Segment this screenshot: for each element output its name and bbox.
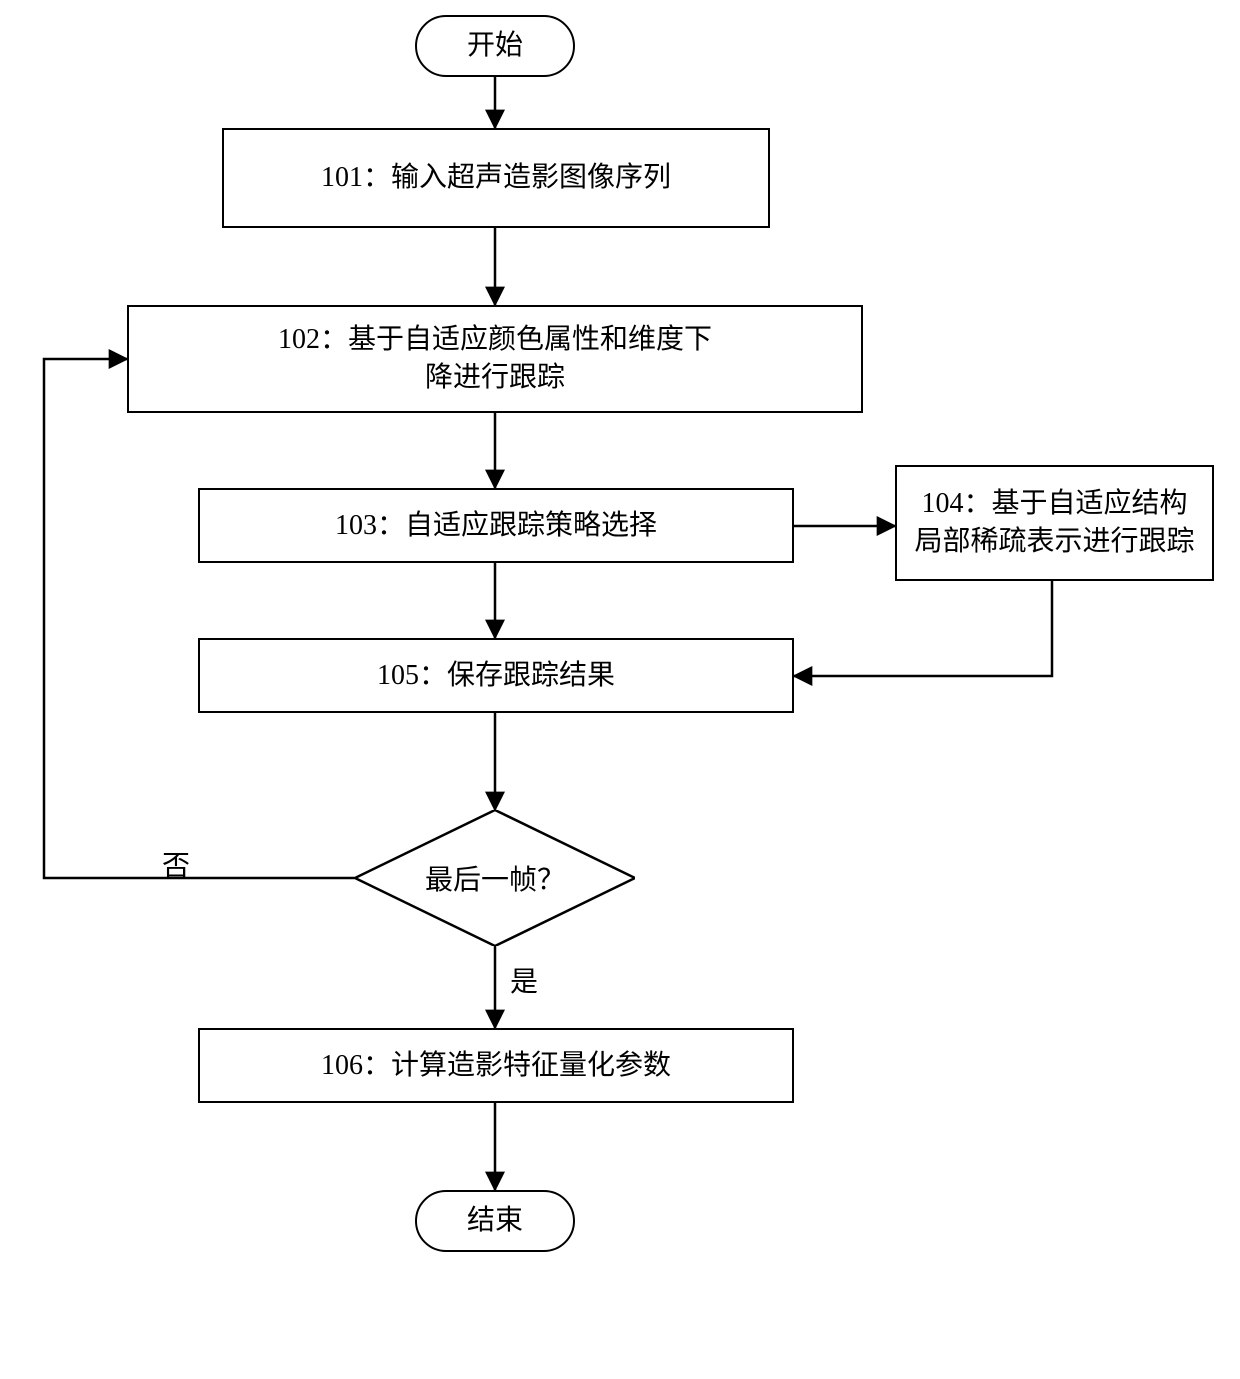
end-node: 结束	[415, 1190, 575, 1252]
node-103: 103：自适应跟踪策略选择	[198, 488, 794, 563]
start-node: 开始	[415, 15, 575, 77]
edge-label-yes: 是	[510, 960, 538, 1000]
node-102: 102：基于自适应颜色属性和维度下 降进行跟踪	[127, 305, 863, 413]
node-104-label: 104：基于自适应结构 局部稀疏表示进行跟踪	[914, 485, 1194, 561]
node-104: 104：基于自适应结构 局部稀疏表示进行跟踪	[895, 465, 1214, 581]
decision-node: 最后一帧？	[355, 810, 635, 946]
node-106-label: 106：计算造影特征量化参数	[321, 1047, 671, 1085]
node-105-label: 105：保存跟踪结果	[377, 657, 615, 695]
end-label: 结束	[467, 1202, 523, 1240]
node-105: 105：保存跟踪结果	[198, 638, 794, 713]
edge-label-no: 否	[162, 844, 190, 884]
node-103-label: 103：自适应跟踪策略选择	[335, 507, 657, 545]
node-101-label: 101：输入超声造影图像序列	[321, 159, 671, 197]
node-102-label: 102：基于自适应颜色属性和维度下 降进行跟踪	[278, 321, 712, 397]
decision-label: 最后一帧？	[425, 858, 565, 898]
start-label: 开始	[467, 27, 523, 65]
node-101: 101：输入超声造影图像序列	[222, 128, 770, 228]
node-106: 106：计算造影特征量化参数	[198, 1028, 794, 1103]
